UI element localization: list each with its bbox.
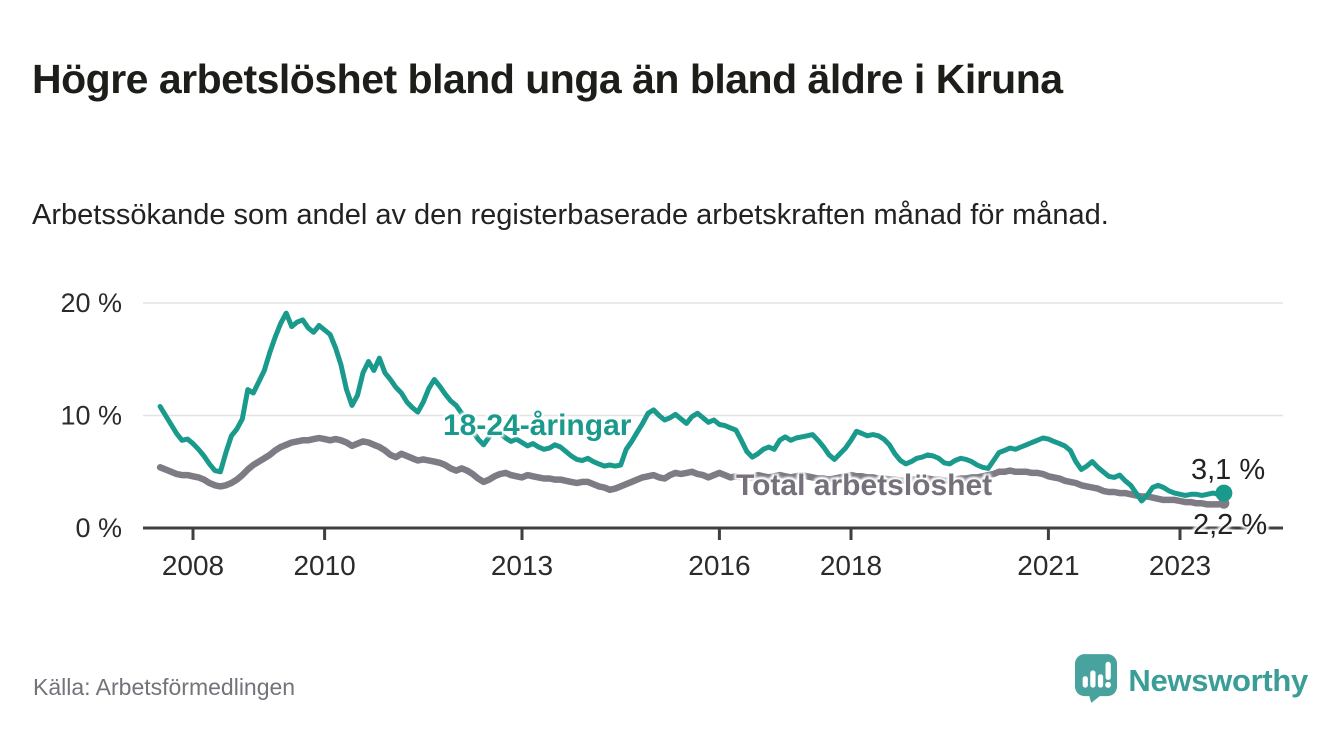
- x-tick-label-2023: 2023: [1149, 550, 1211, 581]
- page-subtitle: Arbetssökande som andel av den registerb…: [32, 199, 1109, 231]
- brand-lockup: Newsworthy: [1075, 654, 1308, 708]
- x-tick-label-2018: 2018: [820, 550, 882, 581]
- x-tick-label-2016: 2016: [688, 550, 750, 581]
- series-line-young: [157, 310, 1227, 504]
- x-tick-label-2010: 2010: [293, 550, 355, 581]
- end-value-label-young: 3,1 %: [1191, 454, 1266, 486]
- y-tick-label-0: 0 %: [75, 513, 122, 543]
- series-label-young: 18-24-åringar: [443, 409, 632, 442]
- series-end-dot-young: [1215, 484, 1233, 502]
- y-tick-label-10: 10 %: [60, 401, 122, 431]
- x-tick-label-2008: 2008: [162, 550, 224, 581]
- y-tick-label-20: 20 %: [60, 288, 122, 318]
- newsworthy-logo-icon: [1075, 654, 1118, 708]
- brand-name: Newsworthy: [1128, 663, 1308, 698]
- x-tick-label-2021: 2021: [1017, 550, 1079, 581]
- x-tick-label-2013: 2013: [491, 550, 553, 581]
- source-attribution: Källa: Arbetsförmedlingen: [33, 674, 296, 700]
- series-line-total: [156, 434, 1228, 508]
- end-value-label-total: 2,2 %: [1193, 509, 1268, 541]
- series-label-total: Total arbetslöshet: [736, 469, 993, 502]
- page-title: Högre arbetslöshet bland unga än bland ä…: [32, 56, 1063, 103]
